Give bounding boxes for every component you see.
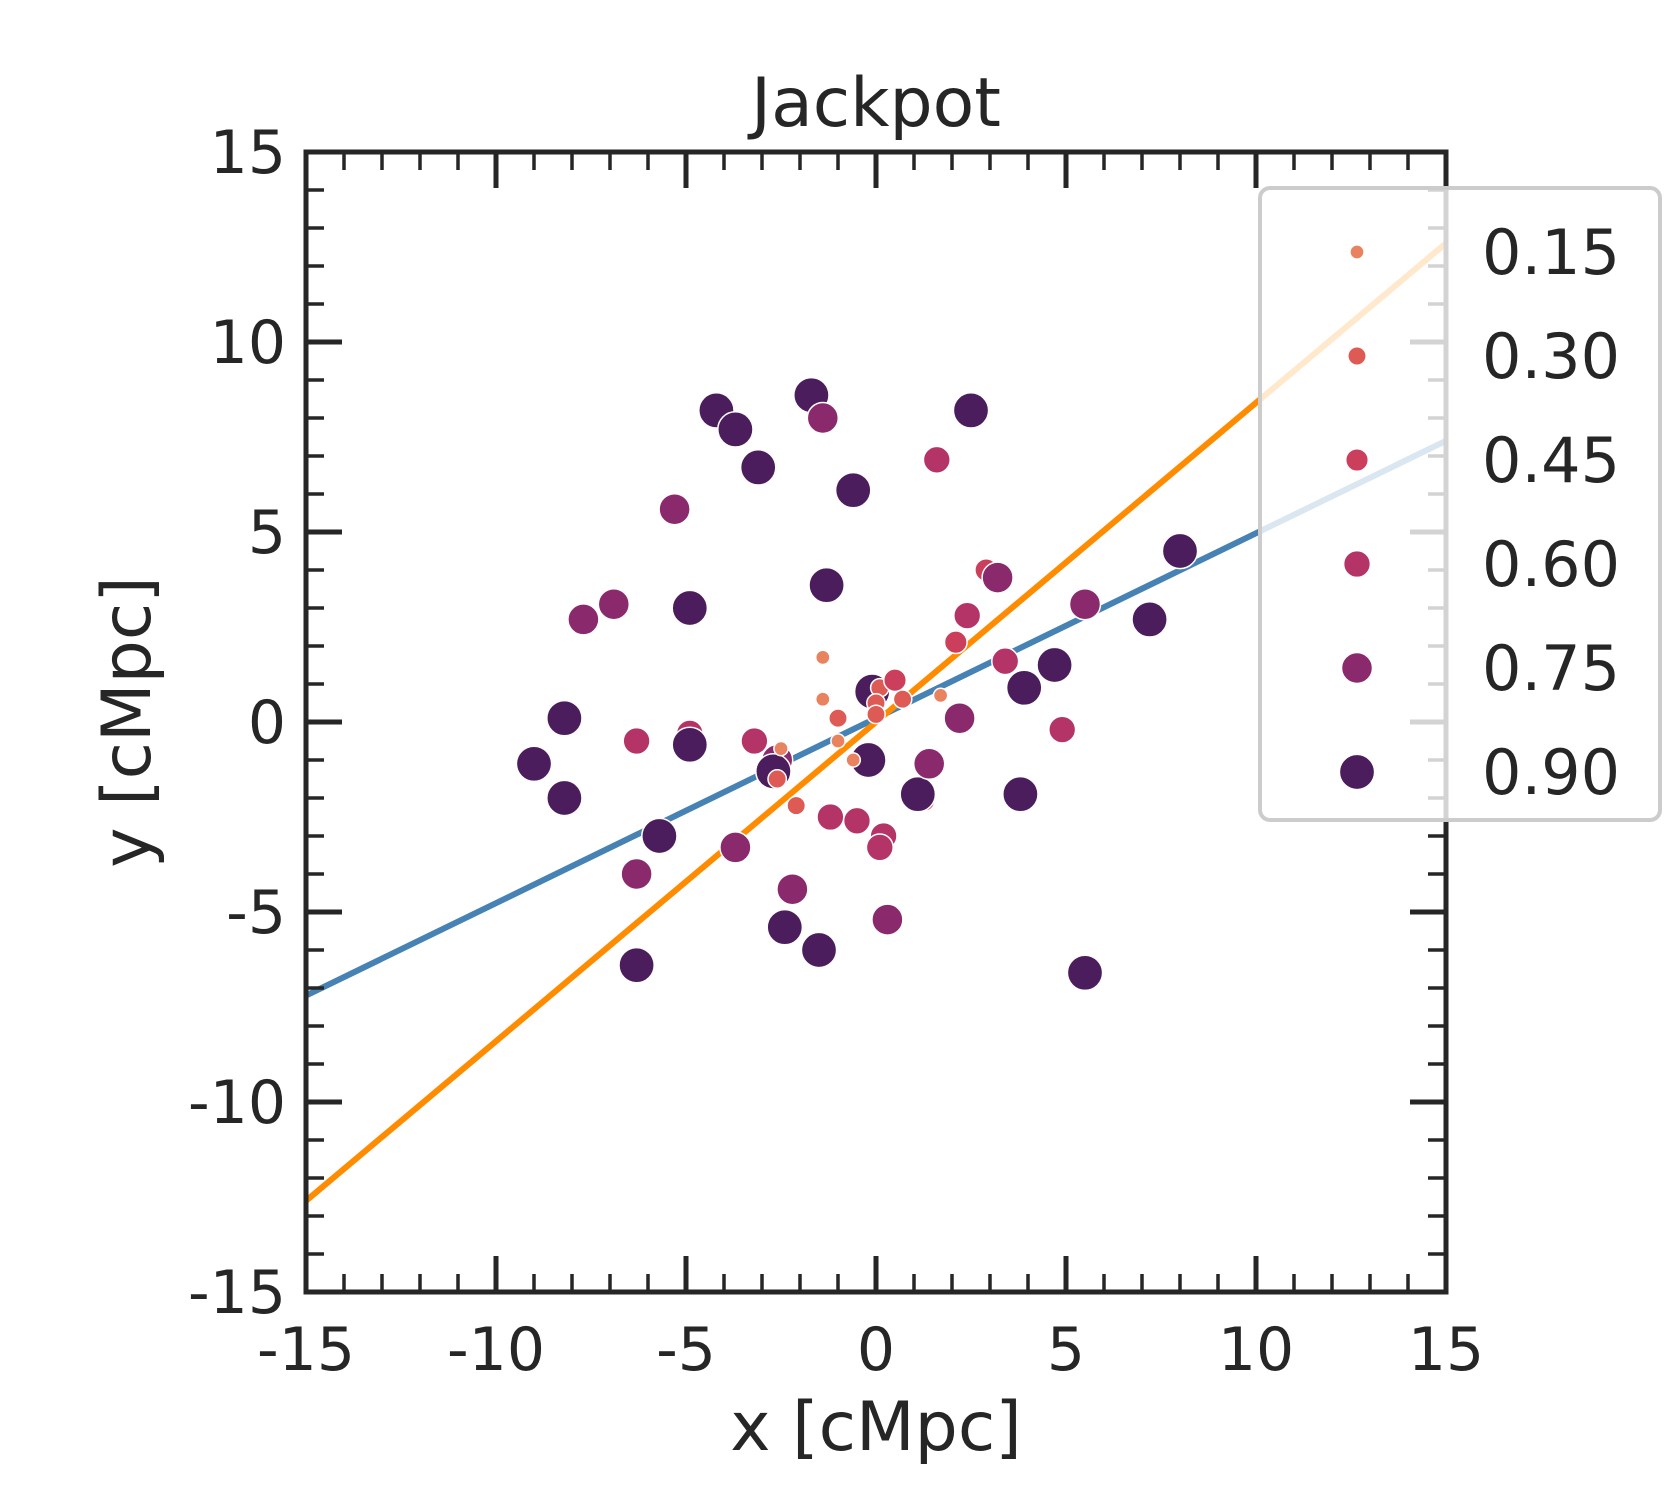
x-tick-label: -5 [656,1315,716,1385]
scatter-point [739,449,777,486]
scatter-point [828,708,848,729]
scatter-point [830,733,846,749]
scatter-point [800,931,838,969]
chart-title: Jackpot [747,64,1001,143]
scatter-point [991,647,1020,676]
scatter-point [932,687,949,704]
legend-label: 0.60 [1482,528,1620,601]
scatter-point [882,668,908,693]
scatter-point [845,752,862,768]
x-tick-label: 15 [1408,1315,1484,1385]
scatter-point [1131,601,1168,638]
scatter-point [899,775,937,813]
x-tick-label: 5 [1047,1315,1085,1385]
legend-marker [1342,549,1372,579]
scatter-point [892,689,913,710]
scatter-point [740,726,769,756]
x-tick-label: -10 [447,1315,545,1385]
scatter-point [922,445,951,474]
scatter-point [658,492,691,526]
scatter-point [671,589,709,627]
legend-label: 0.30 [1482,320,1620,393]
x-tick-label: 10 [1218,1315,1294,1385]
scatter-point [816,802,845,832]
x-tick-label: 0 [857,1315,895,1385]
scatter-point [866,704,886,725]
y-tick-label: -5 [226,878,286,948]
y-tick-label: -15 [188,1258,286,1328]
scatter-point [786,795,807,816]
scatter-point [943,701,976,735]
y-tick-label: 15 [210,118,286,188]
scatter-point [622,726,651,756]
tick-labels: -15 -10 -5 0 5 10 15 -15 -10 -5 0 5 10 15 [188,118,1484,1385]
scatter-point [546,779,583,817]
legend-marker [1338,753,1376,791]
scatter-point [1161,532,1199,570]
legend-label: 0.75 [1482,632,1620,705]
scatter-point [842,806,872,835]
scatter-point [814,691,831,708]
legend: 0.15 0.30 0.45 0.60 0.75 0.90 [1258,186,1662,822]
scatter-point [773,740,789,757]
scatter-point [981,561,1014,594]
scatter-point [597,587,631,621]
y-tick-label: 10 [210,308,286,378]
legend-label: 0.90 [1482,736,1620,809]
x-tick-label: -15 [257,1315,355,1385]
scatter-point [1066,954,1104,992]
scatter-point [618,946,655,984]
scatter-point [1036,646,1073,684]
legend-marker [1344,447,1370,473]
scatter-points [515,376,1199,992]
scatter-point [1048,715,1077,744]
scatter-point [671,726,709,764]
scatter-point [515,745,553,783]
scatter-point [641,817,678,855]
y-tick-label: 5 [248,498,286,568]
legend-marker [1349,244,1365,260]
scatter-point [865,833,894,862]
scatter-point [806,401,840,435]
scatter-point [1068,587,1102,621]
scatter-point [871,903,904,936]
x-axis-label: x [cMpc] [730,1388,1022,1467]
scatter-point [808,566,845,604]
y-axis-label: y [cMpc] [88,576,167,868]
legend-marker [1347,346,1367,366]
scatter-point [1005,669,1043,707]
scatter-point [1002,775,1039,813]
scatter-point [953,601,982,630]
y-tick-label: -10 [188,1068,286,1138]
scatter-point [834,471,872,509]
scatter-point [620,857,653,891]
scatter-point [546,699,583,737]
legend-label: 0.45 [1482,424,1620,497]
scatter-point [717,411,754,448]
scatter-point [767,769,788,789]
scatter-point [814,649,831,666]
scatter-point [943,630,968,655]
scatter-point [776,872,809,906]
legend-label: 0.15 [1482,216,1620,289]
scatter-point [912,747,946,781]
scatter-point [719,831,752,864]
scatter-point [567,603,600,636]
scatter-point [952,392,990,429]
legend-marker [1340,651,1374,685]
scatter-point [766,908,804,946]
y-tick-label: 0 [248,688,286,758]
